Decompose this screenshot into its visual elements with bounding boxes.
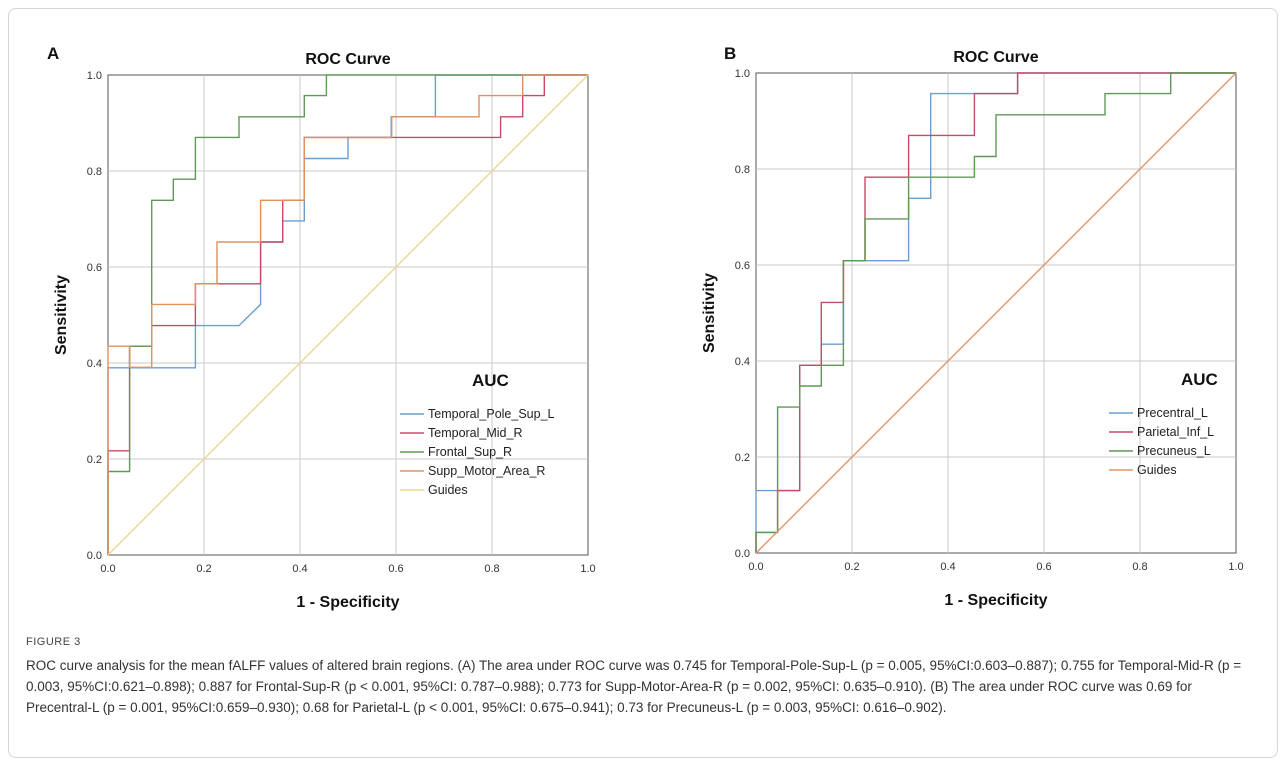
- x-tick-label: 0.8: [1132, 561, 1147, 573]
- figure-frame: [8, 8, 1278, 758]
- y-tick-label: 0.0: [735, 548, 750, 560]
- legend-label: Temporal_Mid_R: [428, 426, 522, 440]
- y-tick-label: 1.0: [87, 70, 102, 82]
- chart-title: ROC Curve: [953, 49, 1038, 66]
- y-tick-label: 0.4: [735, 356, 750, 368]
- panel-label-b: B: [724, 44, 737, 63]
- legend-label: Parietal_Inf_L: [1137, 425, 1214, 439]
- y-tick-label: 0.6: [87, 262, 102, 274]
- roc-series-line: [107, 74, 588, 555]
- x-tick-label: 1.0: [1228, 561, 1243, 573]
- x-tick-label: 0.6: [1036, 561, 1051, 573]
- legend-title: AUC: [472, 371, 509, 390]
- y-tick-label: 0.8: [87, 166, 102, 178]
- x-tick-label: 1.0: [580, 563, 595, 575]
- y-tick-label: 0.6: [735, 260, 750, 272]
- x-tick-label: 0.6: [388, 563, 403, 575]
- x-tick-label: 0.4: [940, 561, 955, 573]
- y-tick-label: 0.8: [735, 164, 750, 176]
- x-tick-label: 0.2: [196, 563, 211, 575]
- y-tick-label: 0.2: [735, 452, 750, 464]
- figure-label: FIGURE 3: [26, 636, 81, 648]
- x-axis-label: 1 - Specificity: [944, 592, 1047, 609]
- x-tick-label: 0.8: [484, 563, 499, 575]
- legend-label: Frontal_Sup_R: [428, 445, 512, 459]
- x-tick-label: 0.0: [748, 561, 763, 573]
- figure-caption: ROC curve analysis for the mean fALFF va…: [26, 658, 1242, 715]
- roc-series-line: [755, 72, 1237, 554]
- roc-chart-b: 0.0 0.2 0.4 0.6 0.8 1.0 0.0 0.2 0.4 0.6 0.8 1.0 ROC …: [701, 49, 1244, 609]
- roc-chart-a: 0.0 0.2 0.4 0.6 0.8 1.0 0.0 0.2 0.4 0.6 0.8 1.0 ROC …: [53, 51, 596, 611]
- y-axis-label: Sensitivity: [53, 275, 70, 355]
- roc-series-line: [107, 74, 589, 556]
- y-axis-label: Sensitivity: [701, 273, 718, 353]
- legend-label: Precuneus_L: [1137, 444, 1211, 458]
- x-tick-label: 0.2: [844, 561, 859, 573]
- y-tick-label: 0.4: [87, 358, 102, 370]
- legend-label: Guides: [428, 483, 468, 497]
- legend-title: AUC: [1181, 370, 1218, 389]
- legend-label: Guides: [1137, 463, 1177, 477]
- x-axis-label: 1 - Specificity: [296, 594, 399, 611]
- roc-series-line: [755, 72, 1236, 553]
- y-tick-label: 1.0: [735, 68, 750, 80]
- x-tick-label: 0.0: [100, 563, 115, 575]
- legend-label: Supp_Motor_Area_R: [428, 464, 545, 478]
- panel-label-a: A: [47, 44, 60, 63]
- legend-label: Temporal_Pole_Sup_L: [428, 407, 555, 421]
- x-tick-label: 0.4: [292, 563, 307, 575]
- y-tick-label: 0.0: [87, 550, 102, 562]
- chart-title: ROC Curve: [305, 51, 390, 68]
- roc-series-line: [107, 74, 588, 555]
- y-tick-label: 0.2: [87, 454, 102, 466]
- legend-label: Precentral_L: [1137, 406, 1208, 420]
